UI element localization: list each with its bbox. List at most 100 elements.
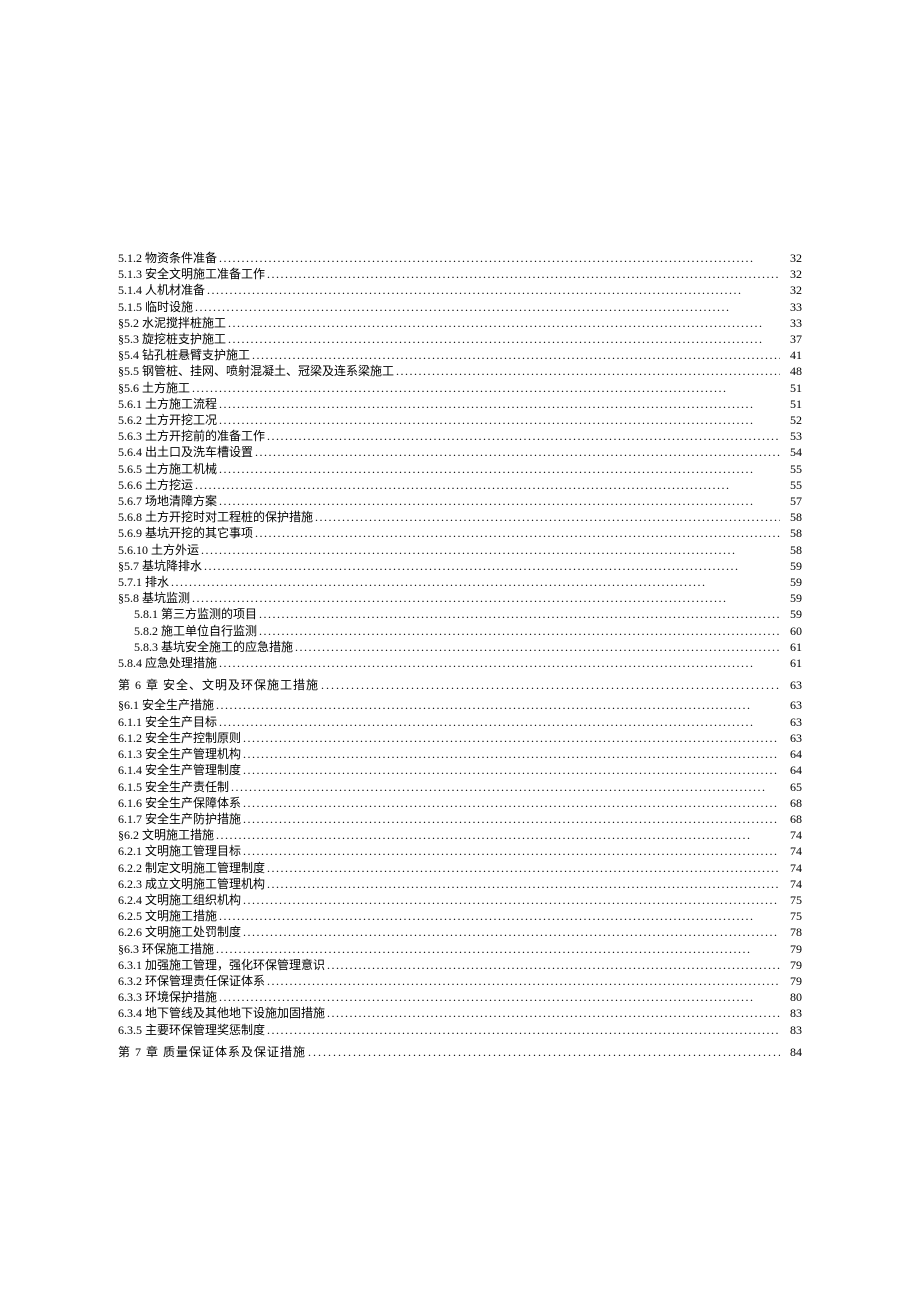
toc-entry-title: 6.1.5 安全生产责任制 [118, 779, 229, 795]
toc-leader-dots: ........................................… [243, 843, 780, 859]
toc-entry: 6.2.4 文明施工组织机构 .........................… [118, 892, 802, 908]
toc-leader-dots: ........................................… [295, 639, 780, 655]
toc-page-number: 83 [784, 1005, 802, 1021]
toc-entry: §5.6 土方施工 ..............................… [118, 380, 802, 396]
toc-page-number: 65 [784, 779, 802, 795]
toc-entry-title: 5.6.6 土方挖运 [118, 477, 193, 493]
toc-chapter-title: 第 6 章 安全、文明及环保施工措施 [118, 677, 319, 693]
toc-entry-title: 6.1.2 安全生产控制原则 [118, 730, 241, 746]
toc-page-number: 53 [784, 428, 802, 444]
toc-entry: §5.7 基坑降排水 .............................… [118, 558, 802, 574]
toc-page-number: 51 [784, 396, 802, 412]
toc-leader-dots: ........................................… [219, 908, 780, 924]
toc-entry-title: §6.1 安全生产措施 [118, 697, 214, 713]
toc-page-number: 32 [784, 250, 802, 266]
toc-page-number: 79 [784, 973, 802, 989]
toc-page-number: 33 [784, 315, 802, 331]
toc-leader-dots: ........................................… [267, 860, 780, 876]
toc-page-number: 74 [784, 860, 802, 876]
toc-entry-title: 5.1.4 人机材准备 [118, 282, 205, 298]
toc-entry: 6.1.2 安全生产控制原则 .........................… [118, 730, 802, 746]
toc-leader-dots: ........................................… [219, 412, 780, 428]
toc-page-number: 74 [784, 876, 802, 892]
toc-page-number: 51 [784, 380, 802, 396]
toc-page-number: 74 [784, 843, 802, 859]
toc-page-number: 68 [784, 811, 802, 827]
toc-entry-title: 6.3.4 地下管线及其他地下设施加固措施 [118, 1005, 325, 1021]
toc-page-number: 61 [784, 639, 802, 655]
toc-entry-title: 5.8.2 施工单位自行监测 [134, 623, 257, 639]
toc-entry-title: 6.1.4 安全生产管理制度 [118, 762, 241, 778]
toc-entry: 6.3.2 环保管理责任保证体系 .......................… [118, 973, 802, 989]
toc-leader-dots: ........................................… [216, 697, 780, 713]
toc-entry-title: 6.3.1 加强施工管理，强化环保管理意识 [118, 957, 325, 973]
toc-leader-dots: ........................................… [219, 493, 780, 509]
toc-entry-title: 6.2.2 制定文明施工管理制度 [118, 860, 265, 876]
toc-page-number: 59 [784, 606, 802, 622]
toc-page-number: 52 [784, 412, 802, 428]
toc-leader-dots: ........................................… [219, 989, 780, 1005]
toc-entry: 5.6.6 土方挖运 .............................… [118, 477, 802, 493]
toc-leader-dots: ........................................… [259, 623, 780, 639]
toc-entry: §5.2 水泥搅拌桩施工 ...........................… [118, 315, 802, 331]
toc-leader-dots: ........................................… [201, 542, 780, 558]
toc-page-number: 61 [784, 655, 802, 671]
toc-page-number: 55 [784, 461, 802, 477]
toc-leader-dots: ........................................… [252, 347, 780, 363]
toc-entry-title: 5.6.1 土方施工流程 [118, 396, 217, 412]
toc-leader-dots: ........................................… [315, 509, 780, 525]
toc-entry-title: 6.3.3 环境保护措施 [118, 989, 217, 1005]
toc-leader-dots: ........................................… [216, 827, 780, 843]
toc-page-number: 80 [784, 989, 802, 1005]
toc-entry: 5.6.2 土方开挖工况 ...........................… [118, 412, 802, 428]
toc-page-number: 58 [784, 525, 802, 541]
toc-entry: 5.1.3 安全文明施工准备工作 .......................… [118, 266, 802, 282]
toc-leader-dots: ........................................… [192, 590, 780, 606]
toc-entry-title: 5.1.5 临时设施 [118, 299, 193, 315]
toc-entry-title: 5.6.10 土方外运 [118, 542, 199, 558]
toc-page-number: 37 [784, 331, 802, 347]
toc-leader-dots: ........................................… [243, 730, 780, 746]
toc-page-number: 32 [784, 282, 802, 298]
toc-entry-title: §5.2 水泥搅拌桩施工 [118, 315, 226, 331]
toc-leader-dots: ........................................… [207, 282, 780, 298]
toc-page-number: 63 [784, 714, 802, 730]
toc-page-number: 59 [784, 574, 802, 590]
toc-page-number: 60 [784, 623, 802, 639]
toc-leader-dots: ........................................… [243, 746, 780, 762]
toc-entry: 6.2.6 文明施工处罚制度 .........................… [118, 924, 802, 940]
toc-entry-title: 5.6.8 土方开挖时对工程桩的保护措施 [118, 509, 313, 525]
toc-page-number: 64 [784, 746, 802, 762]
toc-entry: 5.7.1 排水 ...............................… [118, 574, 802, 590]
toc-entry: 6.3.4 地下管线及其他地下设施加固措施 ..................… [118, 1005, 802, 1021]
toc-leader-dots: ........................................… [267, 266, 780, 282]
toc-entry-title: 5.6.7 场地清障方案 [118, 493, 217, 509]
toc-entry-title: 5.8.3 基坑安全施工的应急措施 [134, 639, 293, 655]
toc-entry-title: 6.1.7 安全生产防护措施 [118, 811, 241, 827]
toc-page-number: 33 [784, 299, 802, 315]
toc-entry: 6.1.4 安全生产管理制度 .........................… [118, 762, 802, 778]
toc-chapter-title: 第 7 章 质量保证体系及保证措施 [118, 1044, 306, 1060]
toc-entry: 5.6.4 出土口及洗车槽设置 ........................… [118, 444, 802, 460]
toc-leader-dots: ........................................… [219, 250, 780, 266]
toc-entry: 6.2.1 文明施工管理目标 .........................… [118, 843, 802, 859]
toc-entry-title: 6.3.2 环保管理责任保证体系 [118, 973, 265, 989]
toc-page-number: 48 [784, 363, 802, 379]
toc-entry-title: §5.5 钢管桩、挂网、喷射混凝土、冠梁及连系梁施工 [118, 363, 394, 379]
toc-entry-title: 5.6.2 土方开挖工况 [118, 412, 217, 428]
toc-leader-dots: ........................................… [219, 461, 780, 477]
toc-leader-dots: ........................................… [267, 1022, 780, 1038]
toc-entry: 5.8.2 施工单位自行监测 .........................… [118, 623, 802, 639]
toc-leader-dots: ........................................… [267, 973, 780, 989]
toc-entry-title: §5.6 土方施工 [118, 380, 190, 396]
toc-entry-title: 5.6.5 土方施工机械 [118, 461, 217, 477]
toc-entry: 5.6.7 场地清障方案 ...........................… [118, 493, 802, 509]
toc-page-number: 75 [784, 892, 802, 908]
toc-entry: 6.1.5 安全生产责任制 ..........................… [118, 779, 802, 795]
toc-entry-title: 6.1.3 安全生产管理机构 [118, 746, 241, 762]
toc-entry-title: 6.2.1 文明施工管理目标 [118, 843, 241, 859]
toc-leader-dots: ........................................… [267, 428, 780, 444]
toc-chapter: 第 6 章 安全、文明及环保施工措施......................… [118, 677, 802, 693]
toc-entry: 5.6.3 土方开挖前的准备工作 .......................… [118, 428, 802, 444]
toc-entry: 6.2.5 文明施工措施 ...........................… [118, 908, 802, 924]
